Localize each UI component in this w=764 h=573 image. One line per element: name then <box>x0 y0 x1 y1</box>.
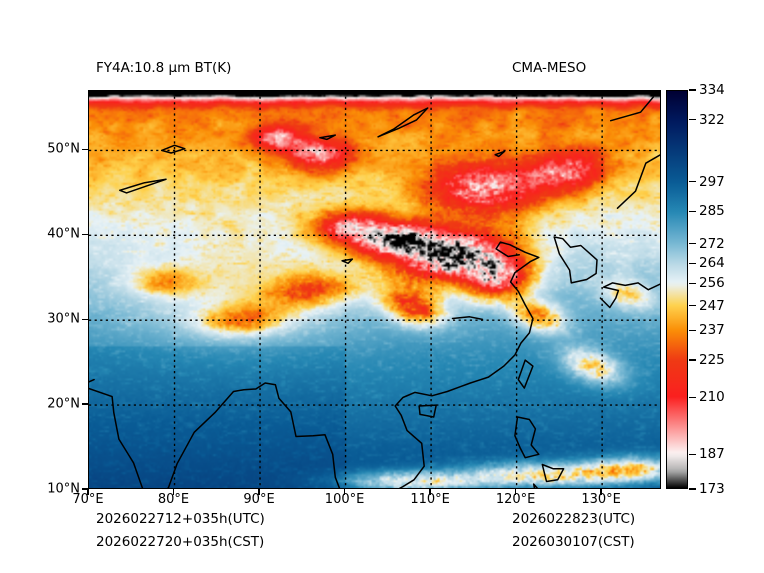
y-tickmark <box>82 488 88 490</box>
coastline <box>616 154 660 209</box>
x-tickmark <box>514 489 517 495</box>
colorbar-label: 237 <box>699 322 725 339</box>
colorbar-label: 173 <box>699 481 725 497</box>
y-tickmark <box>82 318 88 320</box>
colorbar-label: 272 <box>699 235 725 252</box>
footer-right-line1: 2026022823(UTC) <box>512 511 636 527</box>
coastline <box>599 286 620 309</box>
colorbar-label: 322 <box>699 111 725 128</box>
x-tickmark <box>172 489 175 495</box>
coastline <box>319 134 337 141</box>
colorbar-tickmark <box>689 329 696 332</box>
x-tickmark <box>87 489 89 495</box>
x-axis-label: 130°E <box>581 492 621 507</box>
x-axis-label: 90°E <box>243 492 275 507</box>
coastline <box>603 282 660 291</box>
coastline <box>451 316 484 321</box>
colorbar-label: 247 <box>699 297 725 314</box>
y-axis-label: 10°N <box>47 481 80 497</box>
y-axis-label: 40°N <box>47 226 80 242</box>
x-axis-label: 80°E <box>157 492 190 507</box>
colorbar-label: 297 <box>699 173 725 190</box>
colorbar-tickmark <box>689 304 696 307</box>
y-axis-label: 50°N <box>47 141 80 157</box>
colorbar-tickmark <box>689 488 696 490</box>
colorbar-tickmark <box>689 119 696 121</box>
colorbar-tickmark <box>689 396 696 398</box>
x-axis-label: 120°E <box>495 492 536 507</box>
coastline <box>119 178 167 194</box>
colorbar-tickmark <box>689 453 696 455</box>
colorbar-tickmark <box>689 210 696 213</box>
y-axis-label: 20°N <box>47 396 80 412</box>
x-axis-label: 70°E <box>72 492 104 507</box>
colorbar-label: 256 <box>699 275 725 292</box>
footer-left-line2: 2026022720+035h(CST) <box>96 534 265 550</box>
y-axis-label: 30°N <box>47 311 80 327</box>
coastline <box>541 463 565 483</box>
coastline <box>494 150 506 158</box>
x-axis-label: 100°E <box>324 492 365 507</box>
colorbar-label: 225 <box>699 352 725 369</box>
colorbar-label: 334 <box>699 82 725 98</box>
colorbar-label: 210 <box>699 389 725 406</box>
y-tickmark <box>82 148 88 151</box>
chart-title-right: CMA-MESO <box>512 60 587 76</box>
footer-left-line1: 2026022712+035h(UTC) <box>96 511 265 527</box>
x-tickmark <box>258 489 260 495</box>
x-tickmark <box>343 489 346 495</box>
colorbar-label: 264 <box>699 255 725 272</box>
footer-right-line2: 2026030107(CST) <box>512 534 635 550</box>
coastline <box>341 258 354 265</box>
coastline <box>517 359 534 389</box>
colorbar-tickmark <box>689 359 696 361</box>
bt-raster <box>89 91 660 488</box>
colorbar-tickmark <box>689 89 696 91</box>
satellite-map-axes <box>88 90 661 489</box>
x-tickmark <box>429 489 431 495</box>
x-axis-label: 110°E <box>410 492 450 507</box>
colorbar-gradient <box>667 91 687 488</box>
colorbar-label: 187 <box>699 446 725 463</box>
colorbar-tickmark <box>689 262 696 265</box>
colorbar <box>666 90 688 489</box>
coastline <box>553 236 598 284</box>
y-tickmark <box>82 403 88 405</box>
brightness-temperature-field <box>89 91 660 488</box>
colorbar-tickmark <box>689 180 696 183</box>
coastline <box>89 241 540 488</box>
colorbar-label: 285 <box>699 203 725 220</box>
y-tickmark <box>82 233 88 235</box>
x-tickmark <box>600 489 602 495</box>
coastline <box>160 144 186 154</box>
chart-title-left: FY4A:10.8 μm BT(K) <box>96 60 232 76</box>
colorbar-tickmark <box>689 282 696 284</box>
coastline <box>377 107 429 138</box>
colorbar-tickmark <box>689 242 696 245</box>
coastline <box>609 96 655 122</box>
